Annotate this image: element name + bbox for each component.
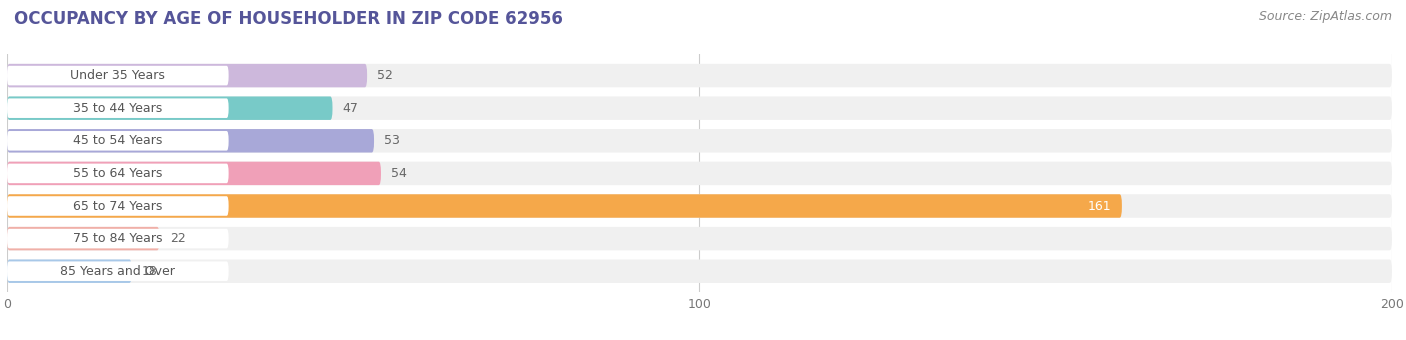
FancyBboxPatch shape xyxy=(7,259,1392,283)
FancyBboxPatch shape xyxy=(7,227,1392,250)
Text: OCCUPANCY BY AGE OF HOUSEHOLDER IN ZIP CODE 62956: OCCUPANCY BY AGE OF HOUSEHOLDER IN ZIP C… xyxy=(14,10,562,28)
FancyBboxPatch shape xyxy=(7,259,132,283)
FancyBboxPatch shape xyxy=(7,129,1392,153)
Text: 55 to 64 Years: 55 to 64 Years xyxy=(73,167,163,180)
FancyBboxPatch shape xyxy=(7,98,229,118)
Text: 47: 47 xyxy=(343,102,359,115)
FancyBboxPatch shape xyxy=(7,97,332,120)
FancyBboxPatch shape xyxy=(7,227,159,250)
Text: 85 Years and Over: 85 Years and Over xyxy=(60,265,176,278)
FancyBboxPatch shape xyxy=(7,164,229,183)
FancyBboxPatch shape xyxy=(7,162,381,185)
Text: 54: 54 xyxy=(391,167,408,180)
Text: 45 to 54 Years: 45 to 54 Years xyxy=(73,134,163,147)
FancyBboxPatch shape xyxy=(7,196,229,216)
Text: 75 to 84 Years: 75 to 84 Years xyxy=(73,232,163,245)
Text: Source: ZipAtlas.com: Source: ZipAtlas.com xyxy=(1258,10,1392,23)
Text: 53: 53 xyxy=(384,134,401,147)
FancyBboxPatch shape xyxy=(7,162,1392,185)
Text: 18: 18 xyxy=(142,265,157,278)
FancyBboxPatch shape xyxy=(7,97,1392,120)
FancyBboxPatch shape xyxy=(7,129,374,153)
Text: 161: 161 xyxy=(1088,200,1112,212)
FancyBboxPatch shape xyxy=(7,66,229,85)
Text: 65 to 74 Years: 65 to 74 Years xyxy=(73,200,163,212)
Text: 52: 52 xyxy=(377,69,394,82)
Text: Under 35 Years: Under 35 Years xyxy=(70,69,166,82)
FancyBboxPatch shape xyxy=(7,194,1392,218)
FancyBboxPatch shape xyxy=(7,64,367,87)
Text: 22: 22 xyxy=(170,232,186,245)
FancyBboxPatch shape xyxy=(7,131,229,151)
FancyBboxPatch shape xyxy=(7,64,1392,87)
FancyBboxPatch shape xyxy=(7,261,229,281)
FancyBboxPatch shape xyxy=(7,229,229,249)
Text: 35 to 44 Years: 35 to 44 Years xyxy=(73,102,163,115)
FancyBboxPatch shape xyxy=(7,194,1122,218)
